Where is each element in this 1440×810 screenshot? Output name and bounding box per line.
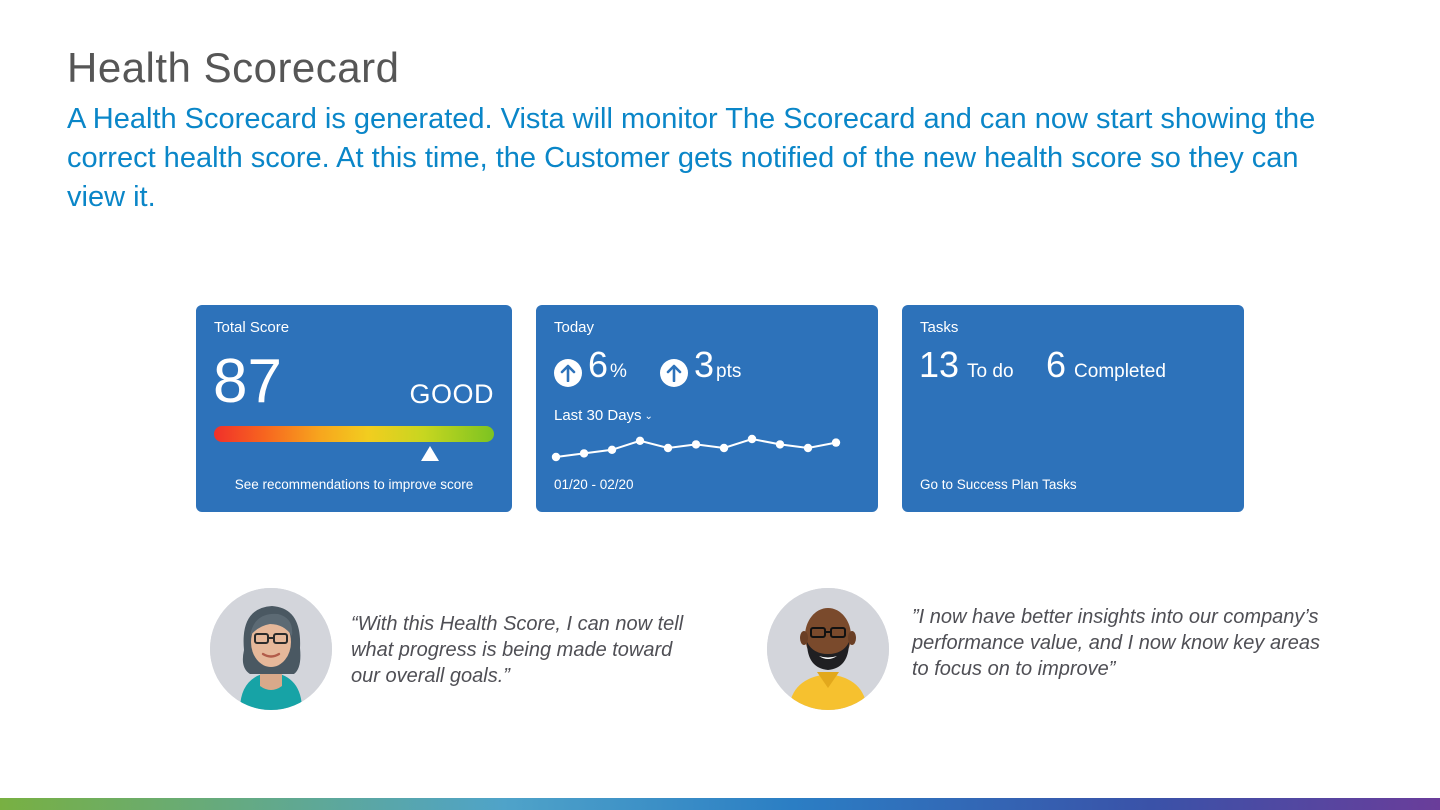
todo-stat: 13 To do xyxy=(919,343,1014,387)
completed-count: 6 xyxy=(1046,344,1067,385)
recommendations-link[interactable]: See recommendations to improve score xyxy=(234,477,474,492)
score-rating: GOOD xyxy=(409,379,494,409)
chevron-down-icon: ⌄ xyxy=(644,411,653,422)
sparkline-point xyxy=(719,443,729,453)
sparkline-point xyxy=(747,434,757,444)
testimonial-2: ”I now have better insights into our com… xyxy=(767,588,1342,710)
sparkline-point xyxy=(691,440,701,449)
success-plan-tasks-link[interactable]: Go to Success Plan Tasks xyxy=(920,477,1077,492)
range-dropdown-label: Last 30 Days xyxy=(554,407,642,424)
today-label: Today xyxy=(554,319,595,336)
footer-gradient-bar xyxy=(0,798,1440,810)
percent-change-unit: % xyxy=(610,361,627,382)
points-change-unit: pts xyxy=(716,361,742,382)
testimonial-1-text: “With this Health Score, I can now tell … xyxy=(351,613,684,687)
percent-change-value: 6 xyxy=(588,344,609,385)
sparkline-point xyxy=(579,449,589,458)
sparkline-point xyxy=(551,452,561,462)
total-score-value: 87 xyxy=(213,347,282,416)
points-change-stat: 3 pts xyxy=(660,343,741,387)
today-card: Today 6 % 3 pts Last 30 Days ⌄ 01/20 - 02… xyxy=(536,305,878,512)
page-title: Health Scorecard xyxy=(67,44,400,91)
testimonial-1: “With this Health Score, I can now tell … xyxy=(210,588,701,710)
total-score-label: Total Score xyxy=(214,319,290,336)
date-range: 01/20 - 02/20 xyxy=(554,477,634,492)
todo-count: 13 xyxy=(919,344,960,385)
testimonial-2-text: ”I now have better insights into our com… xyxy=(912,606,1320,680)
arrow-up-icon xyxy=(660,359,688,387)
trend-sparkline xyxy=(551,434,841,462)
score-gradient-bar xyxy=(214,426,494,442)
avatar-man xyxy=(767,588,889,710)
todo-label: To do xyxy=(967,361,1014,382)
avatar-woman xyxy=(210,588,332,710)
percent-change-stat: 6 % xyxy=(554,343,627,387)
total-score-card: Total Score 87 GOOD See recommendations … xyxy=(196,305,512,512)
completed-label: Completed xyxy=(1074,361,1166,382)
tasks-label: Tasks xyxy=(920,319,959,336)
range-dropdown[interactable]: Last 30 Days ⌄ xyxy=(554,407,653,424)
score-marker-icon xyxy=(420,446,439,461)
completed-stat: 6 Completed xyxy=(1046,343,1166,387)
arrow-up-icon xyxy=(554,359,582,387)
sparkline-point xyxy=(635,436,645,445)
sparkline-point xyxy=(775,440,785,449)
tasks-card: Tasks 13 To do 6 Completed Go to Success… xyxy=(902,305,1244,512)
sparkline-point xyxy=(663,443,673,453)
sparkline-point xyxy=(803,443,813,453)
points-change-value: 3 xyxy=(694,344,715,385)
page-subtitle: A Health Scorecard is generated. Vista w… xyxy=(67,103,1316,213)
sparkline-point xyxy=(831,438,841,447)
sparkline-point xyxy=(607,445,617,454)
